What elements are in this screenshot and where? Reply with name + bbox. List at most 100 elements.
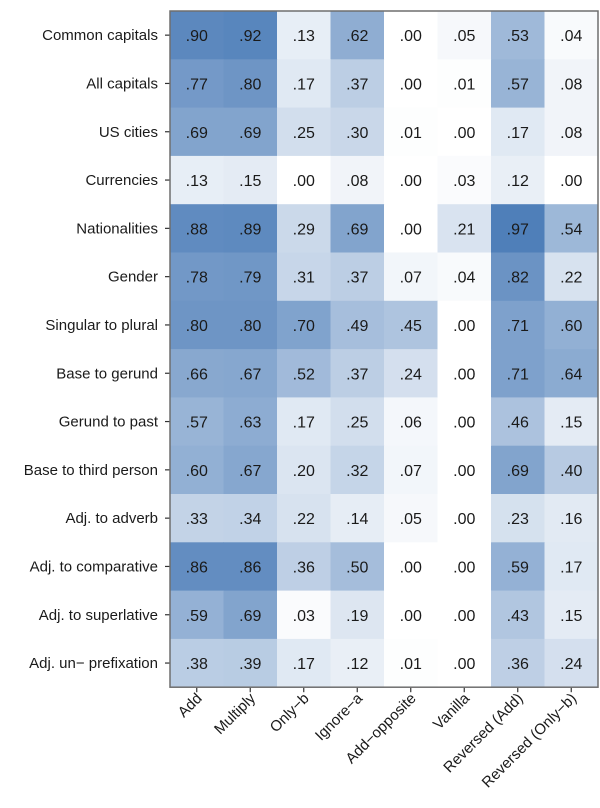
cell-value-label: .00 (453, 125, 475, 142)
heatmap-cell (223, 107, 278, 157)
cell-value-label: .00 (400, 173, 422, 190)
cell-value-label: .22 (560, 270, 582, 287)
cell-value-label: .17 (293, 415, 315, 432)
heatmap-cell (491, 204, 545, 253)
heatmap-cell (384, 11, 438, 60)
cell-value-label: .00 (560, 173, 582, 190)
row-label: Base to gerund (56, 365, 158, 382)
cell-value-label: .00 (453, 415, 475, 432)
cell-value-label: .08 (560, 125, 582, 142)
row-label: Adj. un− prefixation (29, 655, 158, 672)
cell-value-label: .03 (453, 173, 475, 190)
cell-value-label: .01 (400, 125, 422, 142)
heatmap-cell (384, 155, 438, 205)
cell-value-label: .63 (239, 415, 261, 432)
cell-value-label: .24 (400, 366, 422, 383)
cell-value-label: .30 (346, 125, 368, 142)
heatmap-cell (437, 542, 492, 592)
column-label: Only−b (267, 690, 313, 736)
heatmap-cell (277, 397, 331, 447)
cell-value-label: .04 (560, 28, 582, 45)
heatmap-cell (223, 445, 278, 495)
heatmap-cell (384, 590, 438, 640)
heatmap-cell (491, 300, 545, 350)
row-label: Gender (108, 269, 158, 286)
heatmap-cell (170, 638, 224, 688)
heatmap-cell (437, 155, 492, 205)
cell-value-label: .00 (400, 28, 422, 45)
heatmap-cell (544, 155, 599, 205)
row-label: US cities (99, 124, 158, 141)
heatmap-cell (170, 11, 224, 60)
cell-value-label: .49 (346, 318, 368, 335)
heatmap-cell (330, 638, 385, 688)
heatmap-cell (491, 107, 545, 157)
heatmap-cell (277, 349, 331, 398)
heatmap-cell (223, 542, 278, 592)
heatmap-cell (330, 397, 385, 447)
cell-value-label: .00 (293, 173, 315, 190)
cell-value-label: .01 (453, 76, 475, 93)
row-label: Currencies (85, 172, 158, 189)
heatmap-cell (491, 494, 545, 543)
cell-value-label: .67 (239, 366, 261, 383)
cell-value-label: .32 (346, 463, 368, 480)
cell-value-label: .08 (346, 173, 368, 190)
cell-value-label: .37 (346, 76, 368, 93)
heatmap-cell (330, 590, 385, 640)
heatmap-cell (437, 494, 492, 543)
row-label: Adj. to superlative (39, 607, 158, 624)
heatmap-cell (330, 494, 385, 543)
cell-value-label: .52 (293, 366, 315, 383)
cell-value-label: .53 (507, 28, 529, 45)
heatmap-cell (384, 300, 438, 350)
heatmap-cell (437, 252, 492, 302)
cell-value-label: .59 (186, 608, 208, 625)
column-label: Add (175, 690, 206, 721)
cell-value-label: .43 (507, 608, 529, 625)
cell-value-label: .37 (346, 366, 368, 383)
cell-value-label: .70 (293, 318, 315, 335)
cell-value-label: .66 (186, 366, 208, 383)
cell-value-label: .38 (186, 656, 208, 673)
row-label: Common capitals (42, 27, 158, 44)
cell-value-label: .80 (239, 318, 261, 335)
heatmap-cell (170, 542, 224, 592)
heatmap-cell (544, 397, 599, 447)
cell-value-label: .33 (186, 511, 208, 528)
heatmap-cell (277, 300, 331, 350)
cell-value-label: .15 (560, 415, 582, 432)
cell-value-label: .54 (560, 221, 582, 238)
heatmap-cell (544, 204, 599, 253)
cell-value-label: .12 (507, 173, 529, 190)
heatmap-cell (170, 107, 224, 157)
heatmap-cell (491, 155, 545, 205)
cell-value-label: .03 (293, 608, 315, 625)
heatmap-cell (170, 252, 224, 302)
cell-value-label: .69 (346, 221, 368, 238)
heatmap-cell (491, 590, 545, 640)
cell-value-label: .64 (560, 366, 582, 383)
cell-value-label: .57 (507, 76, 529, 93)
cell-value-label: .46 (507, 415, 529, 432)
heatmap-cell (491, 542, 545, 592)
heatmap-cell (491, 59, 545, 109)
heatmap-cell (384, 397, 438, 447)
heatmap-cell (170, 300, 224, 350)
cell-value-label: .40 (560, 463, 582, 480)
row-label: Nationalities (76, 220, 158, 237)
cell-value-label: .17 (293, 656, 315, 673)
cell-value-label: .13 (186, 173, 208, 190)
heatmap-cell (330, 252, 385, 302)
heatmap-cell (170, 155, 224, 205)
cell-value-label: .34 (239, 511, 261, 528)
cell-value-label: .00 (400, 608, 422, 625)
cell-value-label: .60 (560, 318, 582, 335)
heatmap-cell (277, 494, 331, 543)
cell-value-label: .25 (346, 415, 368, 432)
heatmap-cell (384, 638, 438, 688)
heatmap-cell (437, 300, 492, 350)
cell-value-label: .92 (239, 28, 261, 45)
